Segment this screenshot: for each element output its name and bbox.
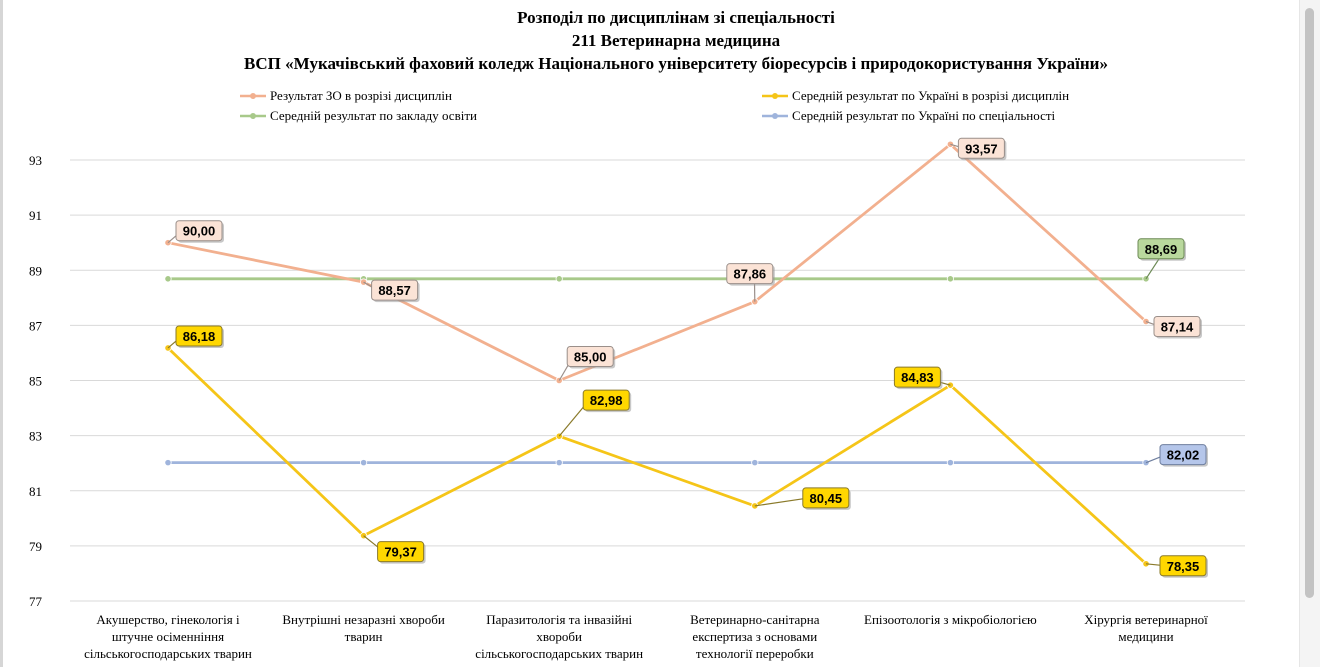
legend-label-ukraine-specialty: Середній результат по Україні по спеціал… <box>792 108 1056 123</box>
x-tick-label: сільськогосподарських тварин <box>84 646 252 661</box>
data-point <box>946 459 955 467</box>
data-label-box <box>1159 444 1207 466</box>
data-label: 82,02 <box>1167 448 1200 463</box>
data-label-connector <box>754 497 809 507</box>
legend-item-ukraine-discipline: Середній результат по Україні в розрізі … <box>762 88 1069 104</box>
series-line <box>167 346 1147 565</box>
chart-title-line-2: 211 Ветеринарна медицина <box>571 31 781 50</box>
legend-marker-ukraine-discipline <box>762 93 788 99</box>
vertical-scrollbar[interactable] <box>1299 0 1320 667</box>
data-label: 84,83 <box>901 370 934 385</box>
x-tick-label: Ветеринарно-санітарна <box>690 612 820 627</box>
chart-title-line-3: ВСП «Мукачівський фаховий коледж Націона… <box>244 54 1108 73</box>
y-tick-label: 77 <box>29 594 43 609</box>
data-label-box <box>802 487 850 509</box>
data-label-box <box>1137 238 1185 260</box>
legend-item-zo-result: Результат ЗО в розрізі дисциплін <box>240 88 452 104</box>
data-point <box>359 278 368 286</box>
y-tick-label: 89 <box>29 263 42 278</box>
data-label-box <box>1153 316 1201 338</box>
x-tick-label: Акушерство, гінекологія і <box>96 612 240 627</box>
legend-marker-zo-result <box>240 93 266 99</box>
data-point <box>555 275 563 283</box>
legend-marker-institution-average <box>240 113 266 119</box>
y-tick-label: 83 <box>29 429 42 444</box>
scrollbar-thumb[interactable] <box>1305 8 1314 598</box>
x-tick-label: технології переробки <box>696 646 814 661</box>
data-label-box <box>582 389 630 411</box>
window-left-edge <box>0 0 3 667</box>
x-tick-label: сільськогосподарських тварин <box>475 646 643 661</box>
y-tick-label: 81 <box>29 484 42 499</box>
legend-label-ukraine-discipline: Середній результат по Україні в розрізі … <box>792 88 1070 103</box>
chart-legend: Результат ЗО в розрізі дисциплін Середні… <box>0 88 1320 128</box>
x-tick-label: тварин <box>345 629 383 644</box>
legend-label-institution-average: Середній результат по закладу освіти <box>270 108 477 123</box>
data-label: 93,57 <box>965 141 998 156</box>
x-tick-label: хвороби <box>536 629 582 644</box>
data-label-box <box>371 279 419 301</box>
x-tick-label: експертиза з основами <box>692 629 817 644</box>
data-point <box>359 459 368 467</box>
data-point <box>751 459 759 467</box>
y-tick-label: 93 <box>29 153 42 168</box>
series-line <box>167 142 1147 382</box>
data-label: 79,37 <box>384 545 417 560</box>
data-label: 86,18 <box>183 329 216 344</box>
data-point <box>164 459 172 467</box>
data-label: 88,69 <box>1145 242 1178 257</box>
x-tick-label: Хірургія ветеринарної <box>1084 612 1208 627</box>
data-label-box <box>566 346 614 367</box>
data-label: 78,35 <box>1167 559 1200 574</box>
y-tick-label: 91 <box>29 208 42 223</box>
legend-marker-ukraine-specialty <box>762 113 788 119</box>
data-label-box <box>957 137 1005 159</box>
chart-title: Розподіл по дисциплінам зі спеціальності… <box>0 6 1320 75</box>
data-label-box <box>1159 555 1207 577</box>
data-label: 88,57 <box>378 283 411 298</box>
data-label: 82,98 <box>590 393 623 408</box>
data-label: 85,00 <box>574 350 607 365</box>
y-tick-label: 79 <box>29 539 42 554</box>
data-label-box <box>893 366 941 388</box>
data-label: 87,86 <box>734 267 767 282</box>
legend-item-ukraine-specialty: Середній результат по Україні по спеціал… <box>762 108 1055 124</box>
legend-label-zo-result: Результат ЗО в розрізі дисциплін <box>270 88 452 103</box>
data-label-box <box>175 220 223 242</box>
x-tick-label: медицини <box>1118 629 1173 644</box>
y-tick-label: 87 <box>29 318 43 333</box>
x-tick-label: штучне осіменніння <box>112 629 224 644</box>
x-tick-label: Епізоотологія з мікробіологією <box>864 612 1037 627</box>
x-tick-label: Внутрішні незаразні хвороби <box>282 612 445 627</box>
x-tick-label: Паразитологія та інвазійні <box>486 612 632 627</box>
data-label-box <box>726 263 774 285</box>
data-point <box>555 459 563 467</box>
data-label-box <box>377 541 425 563</box>
data-label: 80,45 <box>810 491 843 506</box>
data-label: 87,14 <box>1161 320 1194 335</box>
data-point <box>946 275 955 283</box>
chart-title-line-1: Розподіл по дисциплінам зі спеціальності <box>517 8 835 27</box>
data-label: 90,00 <box>183 224 216 239</box>
y-tick-label: 85 <box>29 374 42 389</box>
data-label-box <box>175 325 223 347</box>
legend-item-institution-average: Середній результат по закладу освіти <box>240 108 477 124</box>
data-point <box>164 275 172 283</box>
